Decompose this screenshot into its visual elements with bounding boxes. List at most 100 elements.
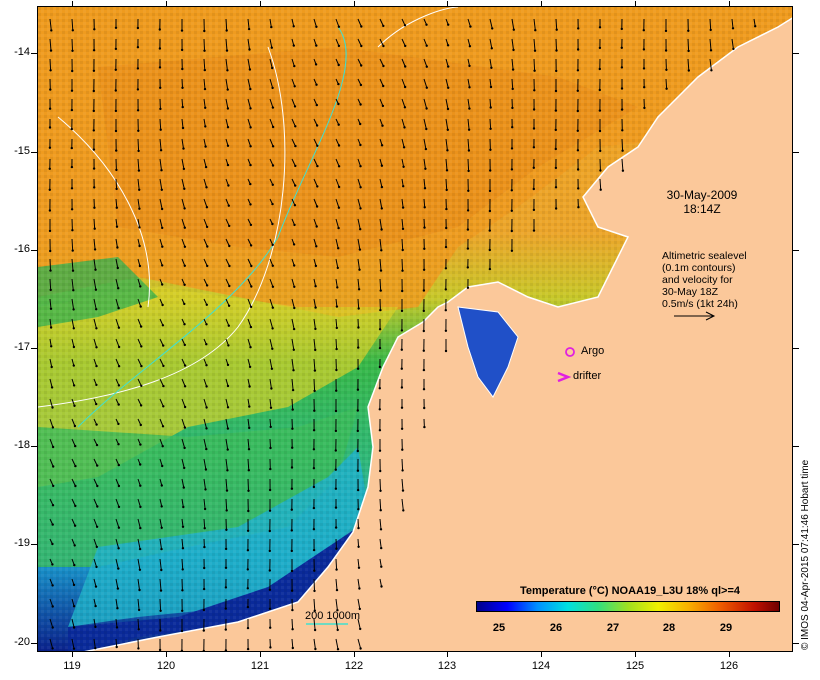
velocity-vector <box>291 18 295 27</box>
velocity-vector <box>269 378 272 389</box>
velocity-vector-head <box>335 547 338 550</box>
velocity-vector-head <box>92 148 96 151</box>
velocity-vector-head <box>92 167 96 170</box>
velocity-vector-head <box>359 103 362 106</box>
velocity-vector-head <box>403 106 407 109</box>
velocity-vector <box>357 238 361 250</box>
velocity-vector-head <box>183 245 187 248</box>
velocity-vector <box>115 478 120 487</box>
velocity-vector <box>423 158 426 169</box>
velocity-vector <box>247 438 250 450</box>
velocity-vector-head <box>359 165 362 168</box>
velocity-vector-head <box>554 207 558 210</box>
velocity-vector-head <box>382 64 385 68</box>
velocity-vector <box>247 418 250 428</box>
velocity-vector-head <box>92 89 95 93</box>
velocity-vector <box>445 58 449 67</box>
velocity-vector <box>181 118 184 129</box>
velocity-vector-head <box>490 47 493 50</box>
velocity-vector-head <box>576 149 580 152</box>
velocity-vector <box>269 338 273 349</box>
velocity-vector-head <box>72 327 75 330</box>
velocity-vector <box>709 38 712 51</box>
velocity-vector-head <box>136 67 140 70</box>
velocity-vector <box>313 158 318 167</box>
velocity-vector-head <box>50 386 54 389</box>
y-tick-label: -20 <box>14 636 30 648</box>
velocity-vector-head <box>422 309 425 313</box>
x-tick-label: 124 <box>531 660 551 672</box>
velocity-vector-head <box>621 169 625 172</box>
velocity-vector-head <box>140 364 143 368</box>
velocity-vector-head <box>356 388 360 391</box>
velocity-vector <box>137 178 140 190</box>
velocity-vector <box>49 38 52 51</box>
velocity-vector-head <box>181 589 184 592</box>
velocity-vector-head <box>422 349 425 352</box>
velocity-vector-head <box>202 649 205 651</box>
velocity-vector-head <box>48 126 52 129</box>
time-label: 18:14Z <box>683 202 721 216</box>
velocity-vector-head <box>642 67 646 70</box>
velocity-vector-head <box>665 68 668 71</box>
y-tick <box>793 53 799 54</box>
velocity-vector-head <box>312 548 316 552</box>
velocity-vector <box>225 118 229 128</box>
velocity-vector <box>269 398 272 408</box>
velocity-vector <box>137 618 140 630</box>
velocity-vector <box>203 78 206 90</box>
velocity-vector <box>225 378 229 387</box>
velocity-vector-head <box>205 206 209 209</box>
velocity-vector-head <box>49 249 52 253</box>
velocity-vector-head <box>269 446 272 450</box>
velocity-vector-head <box>271 264 274 267</box>
velocity-vector-head <box>205 343 208 346</box>
velocity-vector <box>93 618 96 627</box>
y-tick <box>793 446 799 447</box>
velocity-vector <box>379 178 383 188</box>
argo-label: Argo <box>581 345 605 357</box>
velocity-vector <box>93 318 97 329</box>
velocity-vector-head <box>380 228 383 231</box>
velocity-vector-head <box>533 49 537 52</box>
velocity-vector-head <box>162 344 165 347</box>
velocity-vector-head <box>400 348 403 351</box>
velocity-vector-head <box>183 302 186 306</box>
velocity-vector <box>137 278 141 287</box>
velocity-vector-head <box>92 49 96 52</box>
velocity-vector-head <box>400 329 404 332</box>
velocity-vector <box>181 558 184 570</box>
velocity-vector <box>181 218 186 228</box>
velocity-vector-head <box>555 49 558 52</box>
velocity-vector <box>181 498 184 508</box>
velocity-vector-head <box>337 165 341 168</box>
velocity-vector-head <box>114 129 118 133</box>
velocity-vector-head <box>115 149 118 152</box>
velocity-vector <box>489 118 492 129</box>
velocity-vector-head <box>336 609 339 612</box>
velocity-vector-head <box>158 28 161 31</box>
velocity-vector <box>203 398 208 408</box>
velocity-vector <box>357 618 361 630</box>
velocity-vector <box>291 78 296 87</box>
velocity-vector-head <box>250 264 253 268</box>
velocity-vector-head <box>49 288 52 292</box>
velocity-vector-head <box>359 143 362 147</box>
x-tick-label: 120 <box>156 660 176 672</box>
velocity-vector-head <box>337 25 341 28</box>
velocity-vector-head <box>402 509 405 512</box>
velocity-vector <box>555 18 558 30</box>
velocity-vector-head <box>51 626 54 629</box>
velocity-vector-head <box>48 188 51 191</box>
velocity-vector <box>115 618 118 628</box>
velocity-vector-head <box>294 184 297 187</box>
velocity-vector <box>137 538 141 550</box>
velocity-vector-head <box>447 86 450 90</box>
velocity-vector-head <box>380 185 384 189</box>
velocity-vector-head <box>489 106 492 109</box>
velocity-vector-head <box>512 28 515 31</box>
velocity-vector-head <box>271 106 275 109</box>
velocity-vector-head <box>315 25 318 28</box>
velocity-vector-head <box>115 645 118 649</box>
velocity-vector-head <box>533 69 536 72</box>
